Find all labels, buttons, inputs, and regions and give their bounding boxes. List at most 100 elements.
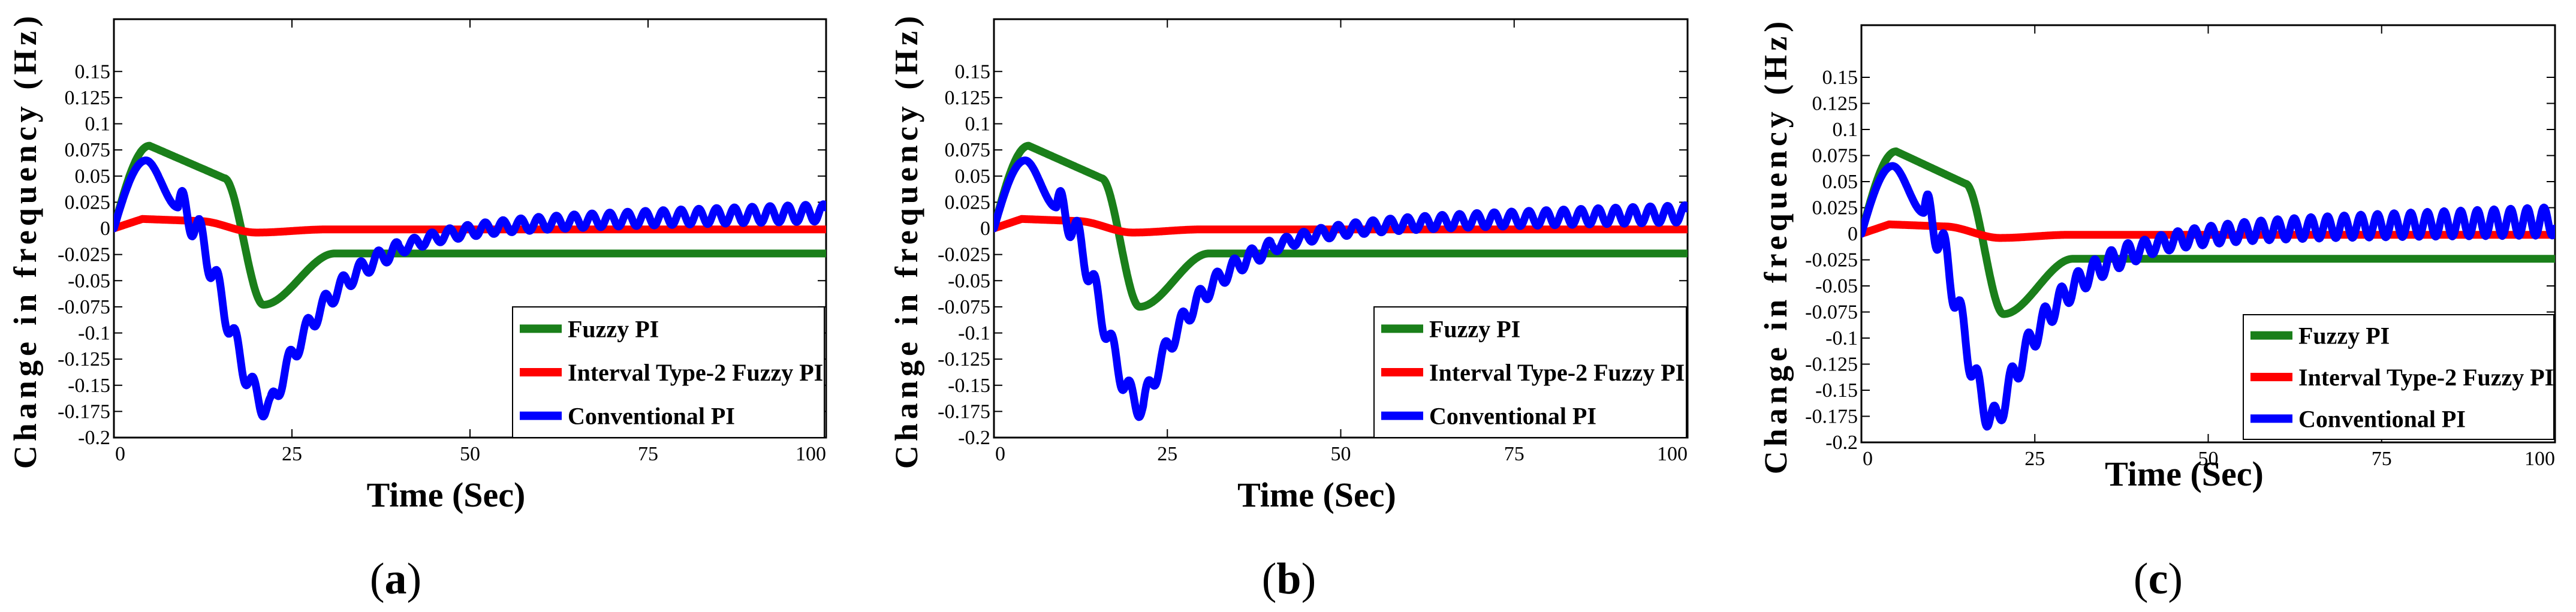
- y-tick-label: -0.05: [948, 270, 990, 292]
- y-tick-label: -0.05: [1815, 275, 1858, 297]
- y-tick-label: 0.05: [75, 165, 111, 188]
- x-tick-label: 50: [1331, 443, 1351, 465]
- x-axis-label: Time (Sec): [1237, 475, 1396, 514]
- y-axis-label: Change in frequency (Hz): [1758, 17, 1794, 474]
- panel-caption: (b): [1262, 554, 1316, 604]
- legend-entry-label: Conventional PI: [2298, 405, 2466, 432]
- y-tick-label: -0.075: [58, 296, 110, 318]
- y-tick-label: -0.025: [1805, 249, 1858, 272]
- caption-letter: a: [385, 554, 407, 604]
- y-tick-label: -0.075: [1805, 302, 1858, 324]
- x-tick-label: 0: [995, 443, 1005, 465]
- y-tick-label: -0.1: [1825, 327, 1858, 349]
- x-tick-label: 0: [1863, 448, 1873, 470]
- y-tick-label: 0.125: [945, 87, 991, 109]
- y-tick-label: -0.175: [58, 400, 110, 423]
- y-tick-label: 0.075: [1812, 145, 1858, 167]
- y-tick-label: -0.125: [938, 348, 990, 370]
- legend-entry-label: Interval Type-2 Fuzzy PI: [1429, 359, 1685, 386]
- series-line-fuzzy-pi: [114, 141, 826, 309]
- y-tick-label: -0.1: [78, 322, 110, 345]
- legend-entry-label: Fuzzy PI: [568, 315, 659, 342]
- x-tick-label: 75: [638, 443, 658, 465]
- caption-open-paren: (: [1262, 554, 1277, 604]
- y-tick-label: -0.125: [58, 348, 110, 370]
- y-tick-label: 0.1: [965, 113, 991, 135]
- caption-open-paren: (: [2134, 554, 2149, 604]
- y-tick-label: -0.125: [1805, 354, 1858, 376]
- caption-open-paren: (: [370, 554, 385, 604]
- y-tick-label: 0.1: [1833, 119, 1858, 141]
- y-tick-label: 0: [100, 218, 110, 240]
- x-tick-label: 25: [282, 443, 302, 465]
- caption-close-paren: ): [2168, 554, 2183, 604]
- y-tick-label: 0.125: [65, 87, 111, 109]
- legend: Fuzzy PI Interval Type-2 Fuzzy PI Conventi…: [2243, 314, 2554, 440]
- legend-entry-label: Fuzzy PI: [1429, 315, 1520, 342]
- legend: Fuzzy PI Interval Type-2 Fuzzy PI Conventi…: [1373, 306, 1687, 438]
- y-tick-label: -0.15: [1815, 379, 1858, 402]
- series-line-conventional-pi: [1861, 162, 2555, 431]
- y-tick-label: -0.075: [938, 296, 990, 318]
- y-tick-label: -0.2: [958, 427, 990, 449]
- y-tick-label: -0.175: [938, 400, 990, 423]
- legend-entry-label: Fuzzy PI: [2298, 322, 2390, 349]
- y-tick-label: 0.125: [1812, 93, 1858, 115]
- x-tick-label: 100: [2524, 448, 2555, 470]
- x-tick-label: 100: [1657, 443, 1688, 465]
- caption-close-paren: ): [407, 554, 422, 604]
- y-tick-label: 0.15: [1822, 67, 1858, 89]
- x-tick-label: 50: [460, 443, 480, 465]
- series-line-fuzzy-pi: [1861, 147, 2555, 318]
- y-tick-label: 0.075: [65, 139, 111, 161]
- x-tick-label: 25: [2024, 448, 2045, 470]
- x-axis-label: Time (Sec): [367, 475, 526, 514]
- x-tick-label: 25: [1157, 443, 1177, 465]
- legend-box: [512, 306, 825, 438]
- x-tick-label: 75: [2372, 448, 2392, 470]
- chart-panel-a: 0.15 0.125 0.1 0.075 0.05 0.025 0 -0.025 -0.05 -0…: [7, 12, 827, 604]
- chart-panel-c: 0.15 0.125 0.1 0.075 0.05 0.025 0 -0.025 -0.05 -0…: [1758, 17, 2556, 604]
- caption-letter: b: [1276, 554, 1301, 604]
- panel-caption: (c): [2134, 554, 2183, 604]
- legend: Fuzzy PI Interval Type-2 Fuzzy PI Conventi…: [512, 306, 825, 438]
- y-tick-label: 0: [980, 218, 990, 240]
- legend-entry-label: Conventional PI: [1429, 403, 1596, 430]
- panel-caption: (a): [370, 554, 421, 604]
- y-tick-label: -0.2: [1825, 432, 1858, 454]
- series-line-fuzzy-pi: [994, 141, 1688, 311]
- y-tick-label: 0.075: [945, 139, 991, 161]
- y-tick-label: -0.2: [78, 427, 110, 449]
- series-line-conventional-pi: [114, 156, 826, 421]
- chart-panel-b: 0.15 0.125 0.1 0.075 0.05 0.025 0 -0.025 -0.05 -0…: [888, 12, 1689, 604]
- y-tick-label: -0.15: [948, 375, 990, 397]
- caption-letter: c: [2149, 554, 2168, 604]
- y-tick-label: -0.1: [958, 322, 990, 345]
- y-tick-label: 0.025: [945, 191, 991, 213]
- legend-box: [2243, 314, 2554, 440]
- y-tick-label: 0.05: [955, 165, 991, 188]
- y-tick-label: 0.025: [65, 191, 111, 213]
- legend-entry-label: Interval Type-2 Fuzzy PI: [2298, 364, 2554, 391]
- y-tick-label: -0.15: [68, 375, 110, 397]
- y-axis-label: Change in frequency (Hz): [7, 12, 43, 469]
- y-tick-label: -0.05: [68, 270, 110, 292]
- x-axis-label: Time (Sec): [2105, 454, 2264, 493]
- x-tick-label: 100: [796, 443, 826, 465]
- x-tick-label: 75: [1504, 443, 1524, 465]
- y-axis-label: Change in frequency (Hz): [888, 12, 924, 469]
- y-tick-label: 0.1: [85, 113, 111, 135]
- y-tick-label: 0.025: [1812, 197, 1858, 219]
- x-tick-label: 0: [115, 443, 125, 465]
- x-tick-label: 50: [2198, 448, 2219, 470]
- caption-close-paren: ): [1301, 554, 1316, 604]
- y-tick-label: 0.15: [955, 61, 991, 83]
- legend-entry-label: Interval Type-2 Fuzzy PI: [568, 359, 823, 386]
- legend-entry-label: Conventional PI: [568, 403, 735, 430]
- y-tick-label: 0: [1848, 223, 1858, 245]
- series-line-conventional-pi: [994, 156, 1688, 421]
- y-tick-label: 0.05: [1822, 171, 1858, 193]
- y-tick-label: -0.025: [58, 244, 110, 266]
- legend-box: [1373, 306, 1687, 438]
